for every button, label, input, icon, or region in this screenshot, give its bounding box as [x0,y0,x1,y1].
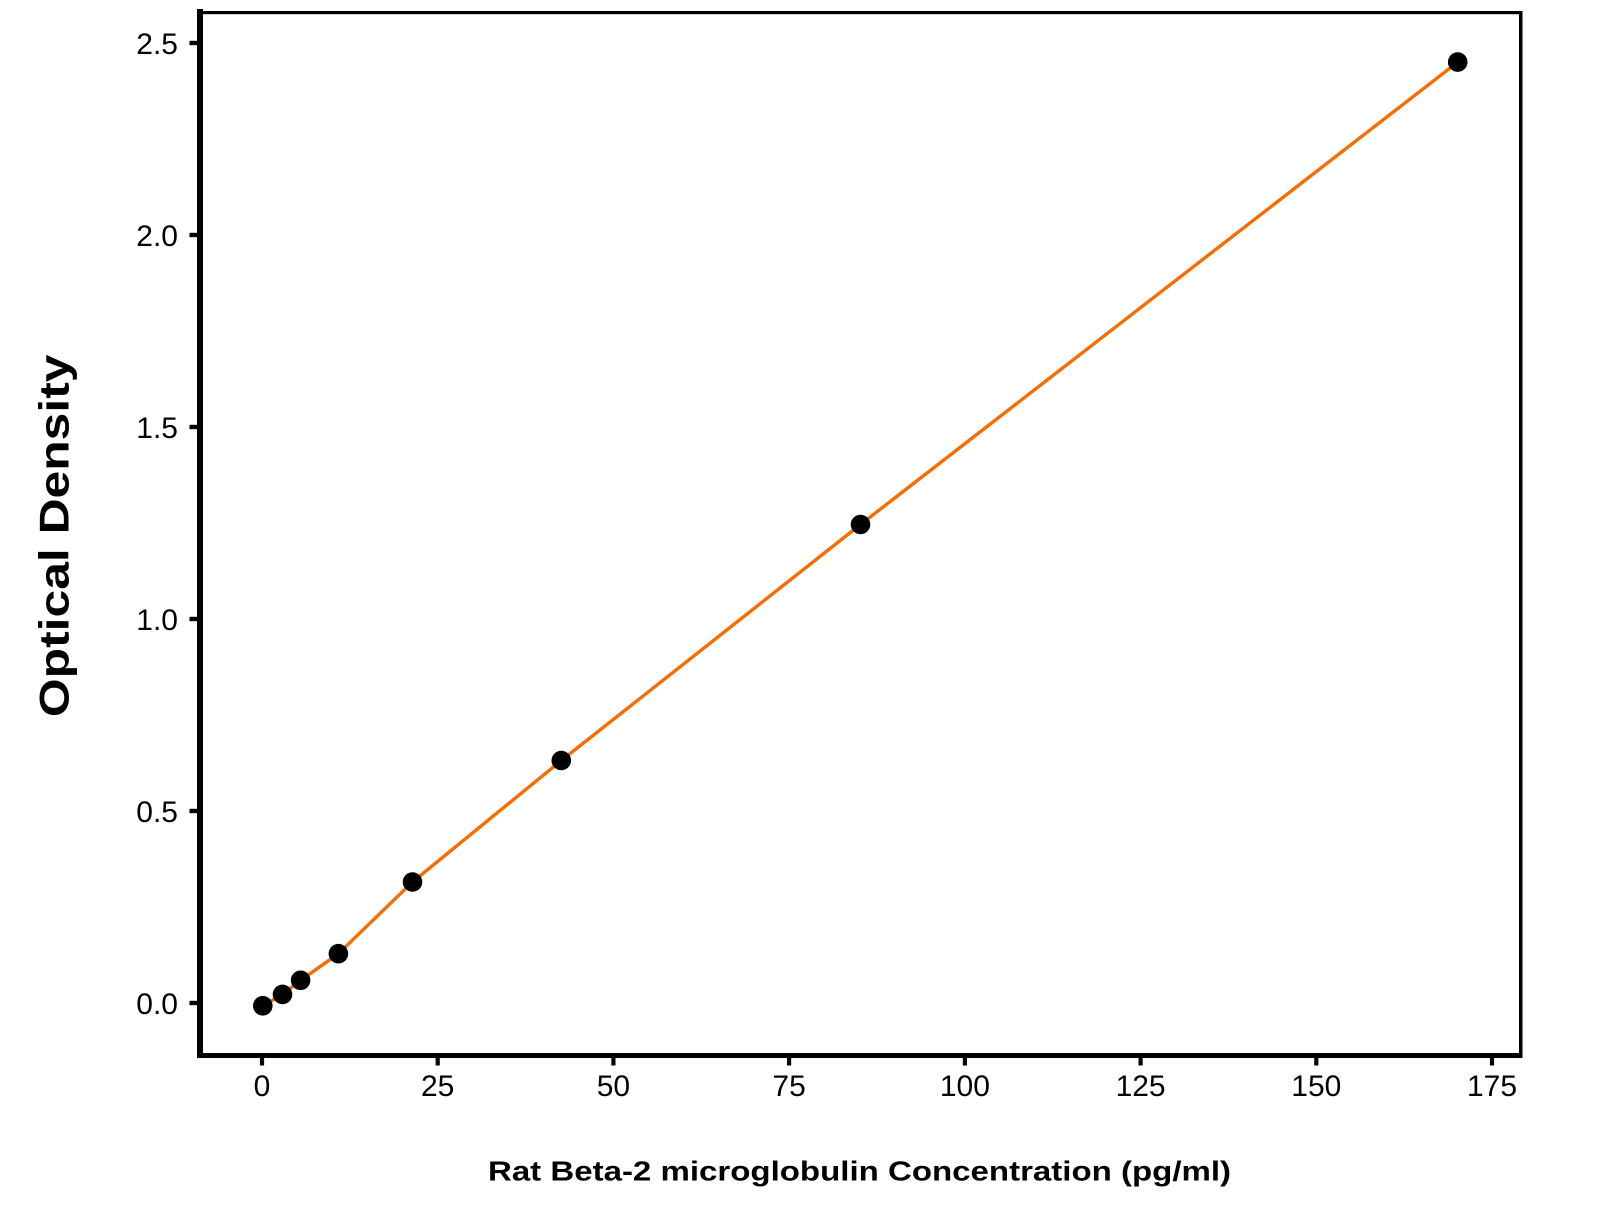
svg-text:50: 50 [597,1070,630,1103]
svg-text:100: 100 [940,1070,990,1103]
svg-text:0.5: 0.5 [136,796,178,829]
svg-text:1.5: 1.5 [136,412,178,445]
svg-text:125: 125 [1116,1070,1166,1103]
svg-text:25: 25 [421,1070,454,1103]
svg-text:175: 175 [1467,1070,1517,1103]
svg-text:1.0: 1.0 [136,604,178,637]
svg-text:0: 0 [254,1070,271,1103]
svg-text:Rat Beta-2 microglobulin Conce: Rat Beta-2 microglobulin Concentration (… [488,1156,1231,1187]
svg-text:150: 150 [1291,1070,1341,1103]
svg-text:75: 75 [772,1070,805,1103]
svg-text:Optical Density: Optical Density [30,354,77,717]
svg-text:2.5: 2.5 [136,28,178,61]
svg-text:2.0: 2.0 [136,220,178,253]
svg-text:0.0: 0.0 [136,988,178,1021]
